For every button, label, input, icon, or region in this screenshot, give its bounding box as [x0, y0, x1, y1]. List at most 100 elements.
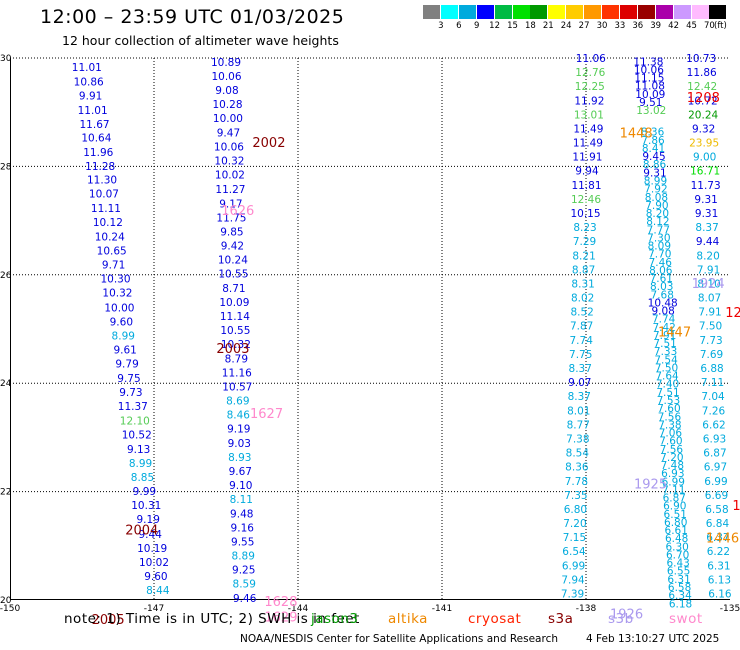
wave-height-value: 7.68 [651, 289, 674, 301]
color-scale-label: 45 [686, 21, 697, 31]
wave-height-value: 7.11 [701, 377, 724, 389]
color-scale-unit: (ft) [714, 21, 727, 31]
wave-height-value: 11.27 [215, 184, 245, 196]
wave-height-value: 6.99 [704, 476, 727, 488]
color-scale-label: 36 [632, 21, 644, 31]
color-scale-swatch [619, 5, 637, 19]
wave-height-value: 7.75 [569, 349, 592, 361]
x-tick-label: -147 [144, 604, 164, 614]
wave-height-value: 10.00 [104, 302, 134, 314]
wave-height-value: 10.19 [137, 543, 167, 555]
wave-height-value: 8.71 [222, 283, 245, 295]
wave-height-value: 7.20 [660, 452, 683, 464]
wave-height-value: 6.93 [703, 433, 726, 445]
wave-height-value: 10.73 [686, 53, 716, 65]
wave-height-value: 6.58 [705, 504, 728, 516]
wave-height-value: 7.60 [659, 436, 682, 448]
wave-height-value: 11.14 [220, 311, 250, 323]
wave-height-value: 10.55 [220, 325, 250, 337]
mission-legend-item: jason3 [311, 611, 359, 627]
wave-height-value: 8.89 [232, 551, 255, 563]
wave-height-value: 8.02 [571, 293, 594, 305]
wave-height-value: 9.32 [692, 123, 715, 135]
wave-height-value: 10.89 [211, 57, 241, 69]
wave-height-value: 9.31 [694, 194, 717, 206]
wave-height-value: 10.00 [213, 113, 243, 125]
wave-height-value: 8.03 [650, 281, 673, 293]
wave-height-value: 7.53 [657, 395, 680, 407]
color-scale-label: 70 [703, 21, 715, 31]
color-scale-swatch [584, 5, 602, 19]
wave-height-value: 8.41 [642, 143, 665, 155]
wave-height-value: 20.24 [688, 109, 718, 121]
wave-height-value: 7.74 [652, 314, 676, 326]
wave-height-value: 9.16 [231, 522, 255, 534]
color-scale-label: 42 [668, 21, 679, 31]
track-number-label: 1629 [264, 610, 297, 625]
wave-height-value: 6.90 [663, 501, 686, 513]
wave-height-value: 9.51 [639, 97, 662, 109]
color-scale-swatch [673, 5, 691, 19]
wave-height-value: 9.00 [693, 152, 716, 164]
wave-height-value: 13.02 [636, 105, 666, 117]
color-scale-label: 15 [507, 21, 518, 31]
wave-height-value: 8.36 [641, 127, 665, 139]
wave-height-value: 23.95 [689, 138, 719, 150]
wave-height-value: 12.76 [575, 67, 605, 79]
wave-height-value: 10.07 [89, 189, 119, 201]
color-scale-label: 21 [542, 21, 554, 31]
wave-height-value: 11.01 [78, 105, 108, 117]
wave-height-value: 11.49 [573, 138, 603, 150]
wave-height-value: 10.12 [93, 217, 123, 229]
wave-height-value: 10.86 [74, 76, 104, 88]
wave-height-value: 10.32 [221, 339, 251, 351]
wave-height-value: 9.03 [228, 438, 251, 450]
color-scale-label: 24 [560, 21, 572, 31]
wave-height-value: 8.46 [227, 410, 251, 422]
wave-height-value: 6.69 [705, 490, 728, 502]
color-scale-swatch [440, 5, 458, 19]
x-tick-label: -135 [720, 604, 740, 614]
color-scale-label: 27 [578, 21, 590, 31]
color-scale-swatch [458, 5, 476, 19]
wave-height-value: 9.85 [220, 226, 243, 238]
wave-height-value: 8.79 [225, 353, 248, 365]
wave-height-value: 7.94 [561, 574, 585, 586]
wave-height-value: 8.10 [697, 278, 720, 290]
page-title: 12:00 – 23:59 UTC 01/03/2025 [40, 6, 345, 28]
color-scale-swatch [709, 5, 727, 19]
color-scale-label: 30 [596, 21, 608, 31]
wave-height-value: 10.31 [131, 500, 161, 512]
color-scale-swatch [691, 5, 709, 19]
wave-height-value: 11.06 [576, 53, 606, 65]
wave-height-value: 9.44 [696, 236, 720, 248]
wave-height-value: 8.99 [644, 175, 667, 187]
mission-legend-item: s3a [548, 611, 574, 627]
wave-height-value: 9.46 [233, 593, 257, 605]
wave-height-value: 7.04 [701, 391, 725, 403]
wave-height-value: 7.91 [653, 330, 676, 342]
wave-height-value: 9.94 [575, 166, 599, 178]
wave-height-value: 9.48 [230, 508, 253, 520]
wave-height-value: 7.78 [565, 476, 588, 488]
wave-height-value: 8.59 [233, 579, 256, 591]
wave-height-value: 6.99 [562, 560, 585, 572]
mission-legend-item: swot [669, 611, 703, 627]
color-scale-swatch [476, 5, 494, 19]
wave-height-value: 8.44 [146, 585, 170, 597]
wave-height-value: 9.08 [651, 306, 674, 318]
wave-height-value: 7.48 [661, 460, 684, 472]
wave-height-value: 11.15 [634, 73, 664, 85]
footer-note: note: 1) Time is in UTC; 2) SWH is in fe… [64, 611, 360, 627]
wave-height-value: 11.75 [216, 212, 246, 224]
wave-height-value: 6.87 [703, 448, 726, 460]
wave-height-value: 7.35 [564, 490, 587, 502]
wave-height-value: 11.37 [118, 401, 148, 413]
wave-height-value: 7.92 [644, 184, 667, 196]
track-number-label: 1208 [687, 91, 720, 106]
wave-height-value: 8.31 [571, 278, 594, 290]
wave-height-value: 9.55 [231, 536, 254, 548]
wave-height-value: 7.40 [656, 379, 679, 391]
color-scale-swatch [566, 5, 584, 19]
